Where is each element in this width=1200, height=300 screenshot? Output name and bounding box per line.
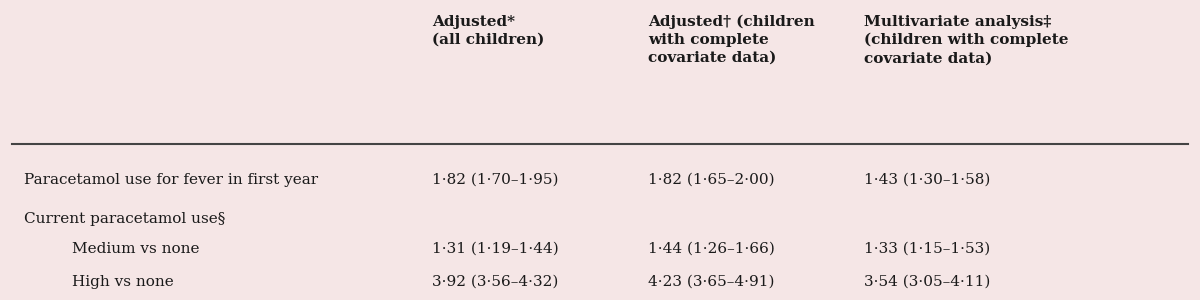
Text: 1·43 (1·30–1·58): 1·43 (1·30–1·58) bbox=[864, 173, 990, 187]
Text: Adjusted*
(all children): Adjusted* (all children) bbox=[432, 15, 545, 47]
Text: Current paracetamol use§: Current paracetamol use§ bbox=[24, 212, 226, 226]
Text: Adjusted† (children
with complete
covariate data): Adjusted† (children with complete covari… bbox=[648, 15, 815, 65]
Text: Multivariate analysis‡
(children with complete
covariate data): Multivariate analysis‡ (children with co… bbox=[864, 15, 1068, 65]
Text: 3·92 (3·56–4·32): 3·92 (3·56–4·32) bbox=[432, 275, 558, 289]
Text: 3·54 (3·05–4·11): 3·54 (3·05–4·11) bbox=[864, 275, 990, 289]
Text: 1·33 (1·15–1·53): 1·33 (1·15–1·53) bbox=[864, 242, 990, 256]
Text: 1·44 (1·26–1·66): 1·44 (1·26–1·66) bbox=[648, 242, 775, 256]
Text: Paracetamol use for fever in first year: Paracetamol use for fever in first year bbox=[24, 173, 318, 187]
Text: 1·82 (1·65–2·00): 1·82 (1·65–2·00) bbox=[648, 173, 775, 187]
Text: High vs none: High vs none bbox=[72, 275, 174, 289]
Text: 1·31 (1·19–1·44): 1·31 (1·19–1·44) bbox=[432, 242, 559, 256]
Text: 4·23 (3·65–4·91): 4·23 (3·65–4·91) bbox=[648, 275, 774, 289]
Text: Medium vs none: Medium vs none bbox=[72, 242, 199, 256]
Text: 1·82 (1·70–1·95): 1·82 (1·70–1·95) bbox=[432, 173, 558, 187]
